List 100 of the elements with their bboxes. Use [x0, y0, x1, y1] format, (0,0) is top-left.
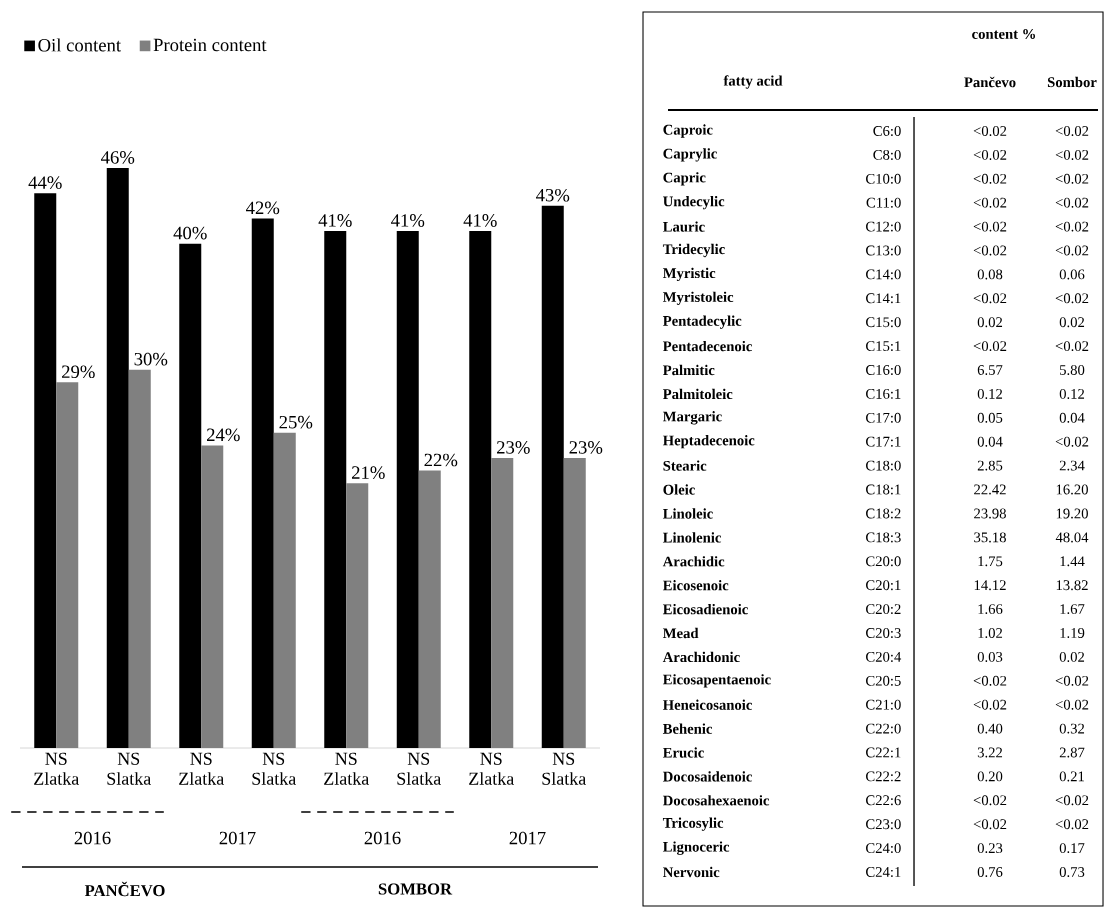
- data-label: 23%: [497, 441, 530, 454]
- text: <0.02: [1055, 173, 1089, 184]
- category-label: C13:0: [866, 245, 901, 256]
- category-label: Stearic: [663, 460, 707, 471]
- text: 0.20: [977, 771, 1003, 782]
- x-tick-label: NS Zlatka: [179, 752, 224, 785]
- text: <0.02: [1055, 675, 1089, 686]
- category-label: Nervonic: [662, 866, 720, 878]
- text: 0.12: [977, 388, 1003, 399]
- text: <0.02: [1055, 436, 1089, 447]
- category-label: C18:0: [866, 460, 901, 471]
- data-label: 21%: [352, 466, 385, 479]
- text: 0.05: [977, 412, 1003, 423]
- x-tick-label: NS Slatka: [397, 752, 441, 785]
- category-label: Eicosapentaenoic: [662, 674, 771, 688]
- text: <0.02: [973, 675, 1007, 686]
- category-label: C20:3: [866, 628, 901, 638]
- category-label: C24:1: [866, 867, 901, 877]
- category-label: C17:0: [866, 412, 901, 423]
- text: 2016: [364, 831, 401, 845]
- bar: [418, 470, 441, 749]
- category-label: Pančevo: [964, 76, 1016, 88]
- bar: [128, 369, 151, 749]
- text: <0.02: [1055, 221, 1089, 232]
- category-label: C22:6: [866, 795, 901, 806]
- category-label: Pentadecylic: [662, 315, 742, 329]
- bar: [273, 432, 296, 749]
- text: 0.21: [1059, 771, 1084, 782]
- text: <0.02: [1055, 197, 1089, 208]
- text: 2017: [219, 831, 256, 845]
- category-label: Linolenic: [662, 532, 722, 543]
- text: 2.85: [977, 460, 1003, 471]
- x-tick-label: NS Slatka: [252, 752, 297, 785]
- category-label: Docosahexaenoic: [662, 795, 770, 806]
- category-label: Myristoleic: [662, 291, 734, 305]
- category-label: Lignoceric: [662, 841, 730, 855]
- text: 2.34: [1059, 460, 1085, 471]
- bar: [396, 231, 419, 749]
- category-label: Tricosylic: [662, 817, 724, 831]
- category-label: C20:0: [866, 556, 901, 567]
- category-label: C6:0: [873, 126, 901, 136]
- category-label: C18:2: [866, 508, 901, 519]
- text: 3.22: [977, 747, 1003, 758]
- category-label: Palmitic: [662, 364, 715, 376]
- text: <0.02: [973, 126, 1007, 136]
- category-label: C11:0: [866, 197, 901, 208]
- data-label: 23%: [569, 441, 603, 454]
- text: <0.02: [1055, 149, 1089, 160]
- category-label: Arachidonic: [662, 651, 740, 663]
- category-label: C16:1: [866, 388, 901, 399]
- text: 0.02: [977, 317, 1003, 328]
- category-label: Heneicosanoic: [662, 699, 752, 710]
- category-label: C20:5: [866, 675, 901, 686]
- bar: [179, 243, 202, 749]
- text: <0.02: [973, 197, 1007, 208]
- category-label: Docosaidenoic: [662, 771, 752, 782]
- text: 48.04: [1055, 532, 1089, 543]
- bar: [251, 218, 274, 749]
- text: 1.02: [978, 628, 1003, 638]
- data-label: 30%: [134, 352, 168, 366]
- text: 0.02: [1059, 317, 1085, 328]
- x-tick-label: NS Slatka: [542, 752, 587, 785]
- text: <0.02: [1055, 245, 1089, 256]
- category-label: Mead: [662, 627, 699, 639]
- text: 19.20: [1056, 508, 1088, 519]
- text: content %: [972, 29, 1036, 39]
- data-label: 41%: [463, 214, 497, 227]
- data-label: 41%: [318, 214, 352, 227]
- category-label: C8:0: [873, 149, 901, 160]
- text: 0.04: [977, 436, 1003, 447]
- legend-label: Oil content: [38, 38, 121, 52]
- text: 0.08: [977, 269, 1003, 280]
- text: 0.23: [977, 843, 1003, 854]
- category-label: C20:2: [866, 604, 901, 615]
- text: <0.02: [1055, 341, 1089, 352]
- text: 0.32: [1059, 723, 1085, 734]
- category-label: Linoleic: [662, 508, 713, 519]
- text: 16.20: [1056, 484, 1088, 495]
- text: 14.12: [974, 580, 1006, 591]
- category-label: C14:1: [866, 293, 901, 304]
- text: <0.02: [973, 341, 1007, 352]
- legend-label: Protein content: [153, 38, 267, 52]
- category-label: Arachidic: [662, 556, 725, 567]
- bar: [491, 458, 514, 749]
- text: <0.02: [973, 173, 1007, 184]
- text: <0.02: [1055, 293, 1089, 304]
- bar: [346, 483, 369, 749]
- category-label: Caprylic: [663, 148, 717, 162]
- text: 5.80: [1060, 365, 1085, 375]
- data-label: 22%: [424, 453, 458, 467]
- bar: [469, 231, 492, 749]
- text: 2016: [74, 831, 111, 845]
- data-label: 40%: [173, 226, 207, 240]
- text: 1.66: [978, 604, 1003, 615]
- category-label: Sombor: [1047, 76, 1097, 88]
- category-label: Undecylic: [663, 196, 725, 210]
- data-label: 43%: [536, 188, 570, 202]
- text: 0.06: [1059, 269, 1085, 280]
- category-label: C22:0: [866, 723, 901, 734]
- category-label: Tridecylic: [662, 243, 725, 258]
